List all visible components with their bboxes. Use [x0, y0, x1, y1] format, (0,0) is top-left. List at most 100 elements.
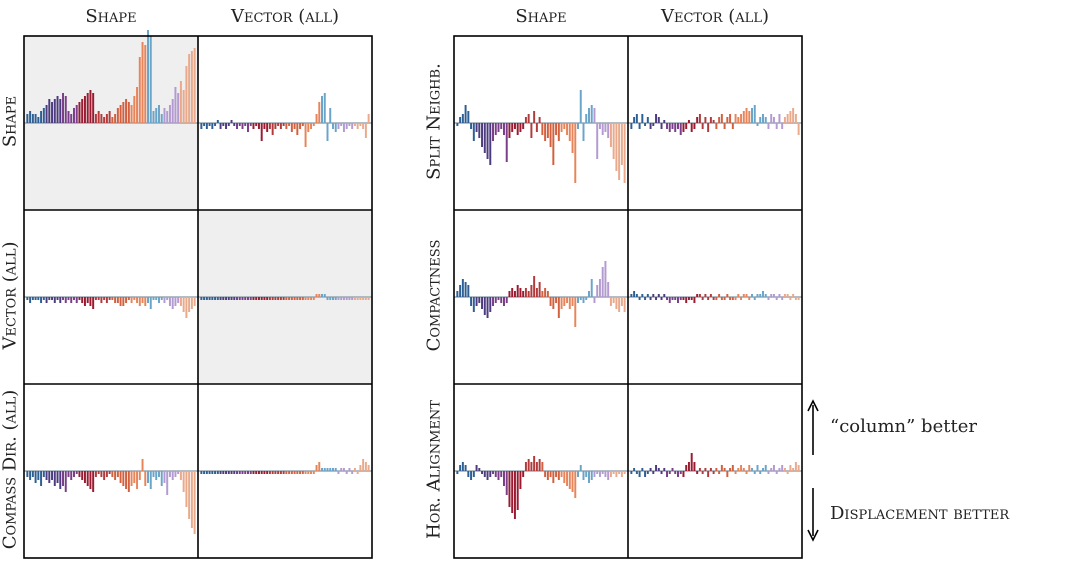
- bar: [31, 114, 34, 123]
- bar: [549, 123, 552, 147]
- bar: [40, 297, 43, 303]
- bar: [144, 471, 147, 486]
- bar: [166, 111, 169, 123]
- bar: [609, 123, 612, 147]
- bar: [89, 297, 92, 306]
- bar: [332, 123, 334, 129]
- bar: [775, 123, 778, 129]
- bar: [205, 123, 208, 129]
- bar: [351, 123, 354, 129]
- bar: [29, 111, 32, 123]
- bar: [612, 471, 615, 474]
- bar: [103, 471, 106, 480]
- bar: [155, 108, 158, 123]
- bar: [759, 294, 762, 297]
- bar: [709, 294, 712, 297]
- bar: [160, 297, 163, 300]
- bar: [492, 471, 494, 474]
- bar: [503, 471, 505, 486]
- bar: [241, 123, 244, 129]
- bar: [590, 105, 593, 123]
- bar: [783, 468, 786, 471]
- bar: [321, 294, 323, 297]
- bar: [67, 471, 70, 477]
- right-row-header-0: Split Neighb.: [423, 63, 445, 180]
- bar: [500, 297, 503, 303]
- bar: [679, 123, 682, 135]
- bar: [696, 294, 699, 297]
- bar: [75, 471, 78, 474]
- bar: [337, 471, 340, 474]
- bar: [756, 123, 759, 126]
- bar: [720, 297, 723, 300]
- bar: [318, 462, 321, 471]
- bar: [745, 294, 748, 297]
- bar: [555, 123, 558, 135]
- bar: [45, 297, 48, 303]
- bar: [541, 462, 544, 471]
- bar: [174, 87, 177, 123]
- bar: [249, 471, 252, 474]
- bar: [472, 471, 475, 477]
- bar: [252, 471, 255, 474]
- bar: [86, 471, 89, 486]
- bar: [588, 291, 590, 297]
- bar: [764, 117, 767, 123]
- bar: [612, 123, 615, 159]
- bar: [568, 471, 571, 489]
- bar: [48, 99, 51, 123]
- bar: [590, 279, 593, 297]
- bar: [227, 297, 230, 300]
- bar: [75, 297, 78, 303]
- bar: [519, 123, 522, 132]
- bar: [149, 36, 152, 123]
- bar: [753, 105, 756, 123]
- bar: [772, 465, 775, 471]
- bar: [326, 297, 329, 300]
- bar: [356, 123, 359, 129]
- bar: [59, 99, 62, 123]
- bar: [301, 297, 304, 300]
- bar: [168, 471, 171, 477]
- bar: [247, 297, 249, 300]
- bar: [745, 108, 748, 123]
- bar: [555, 297, 558, 303]
- bar: [707, 297, 710, 300]
- bar: [690, 297, 693, 300]
- bar: [244, 297, 247, 300]
- bar: [337, 297, 340, 300]
- bar: [712, 471, 715, 474]
- right-col-header-1: Vector (all): [661, 6, 769, 27]
- bar: [767, 471, 770, 474]
- bar: [641, 294, 644, 297]
- bar: [530, 285, 533, 297]
- bar: [579, 90, 582, 123]
- bar: [171, 297, 174, 309]
- bar: [48, 471, 51, 483]
- bar: [623, 297, 626, 312]
- bar: [105, 114, 108, 123]
- bar: [266, 297, 269, 300]
- bar: [715, 297, 718, 300]
- bar: [522, 471, 525, 477]
- bar: [459, 117, 462, 123]
- bar: [149, 297, 152, 309]
- bar: [321, 468, 323, 471]
- bar: [257, 123, 260, 129]
- bar: [26, 471, 29, 477]
- bar: [770, 294, 773, 297]
- bar: [200, 123, 203, 129]
- bar: [729, 297, 732, 300]
- bar: [652, 123, 655, 126]
- bar: [334, 468, 337, 471]
- bar: [177, 471, 180, 474]
- bar: [147, 30, 149, 123]
- bar: [588, 108, 590, 123]
- bar: [666, 297, 668, 300]
- bar: [208, 297, 211, 300]
- bar: [318, 102, 321, 123]
- bar: [200, 471, 203, 474]
- bar: [513, 471, 516, 519]
- bar: [290, 123, 293, 132]
- bar: [574, 297, 577, 327]
